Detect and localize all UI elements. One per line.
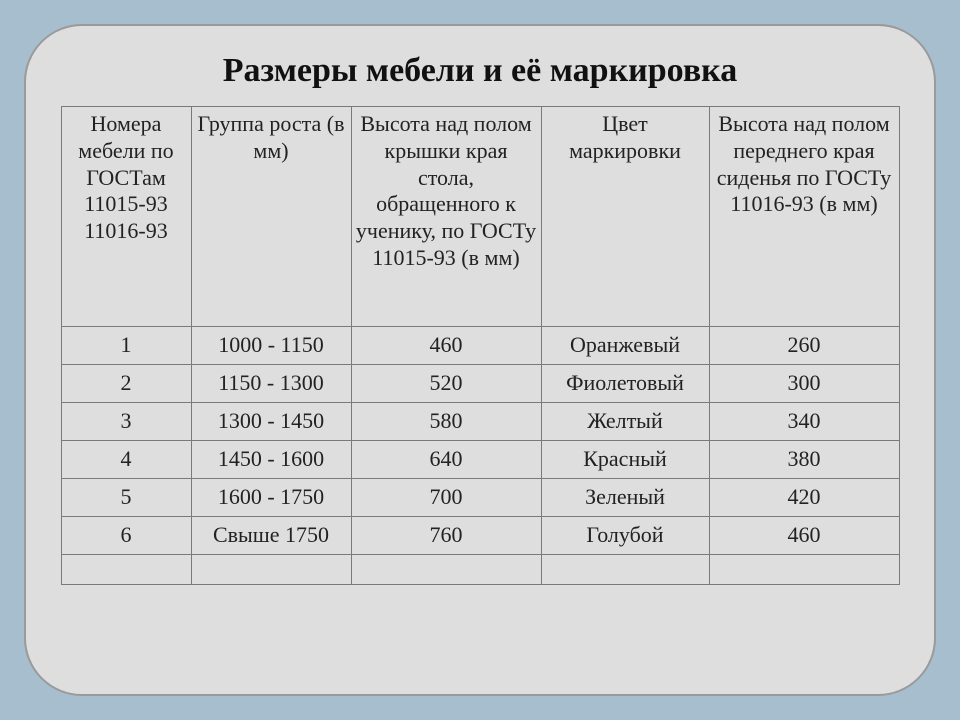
- table-cell: Свыше 1750: [191, 517, 351, 555]
- table-cell: 1: [61, 327, 191, 365]
- table-cell: 5: [61, 479, 191, 517]
- table-row: 6Свыше 1750760Голубой460: [61, 517, 899, 555]
- col-header: Высота над полом переднего края сиденья …: [709, 107, 899, 327]
- col-header: Цвет маркировки: [541, 107, 709, 327]
- col-header: Группа роста (в мм): [191, 107, 351, 327]
- table-header-row: Номера мебели по ГОСТам 11015-93 11016-9…: [61, 107, 899, 327]
- content-panel: Размеры мебели и её маркировка Номера ме…: [24, 24, 936, 696]
- table-cell: Голубой: [541, 517, 709, 555]
- col-header: Номера мебели по ГОСТам 11015-93 11016-9…: [61, 107, 191, 327]
- table-cell: 340: [709, 403, 899, 441]
- table-cell: 1450 - 1600: [191, 441, 351, 479]
- col-header: Высота над полом крышки края стола, обра…: [351, 107, 541, 327]
- table-row: 41450 - 1600640Красный380: [61, 441, 899, 479]
- table-cell: Фиолетовый: [541, 365, 709, 403]
- table-cell: 1000 - 1150: [191, 327, 351, 365]
- table-cell: 3: [61, 403, 191, 441]
- table-cell: 1600 - 1750: [191, 479, 351, 517]
- table-cell: 760: [351, 517, 541, 555]
- table-cell: Оранжевый: [541, 327, 709, 365]
- table-cell: [61, 555, 191, 585]
- table-row: 21150 - 1300520Фиолетовый300: [61, 365, 899, 403]
- table-cell: 300: [709, 365, 899, 403]
- table-cell: 1300 - 1450: [191, 403, 351, 441]
- table-cell: Желтый: [541, 403, 709, 441]
- table-cell: 520: [351, 365, 541, 403]
- table-cell: 2: [61, 365, 191, 403]
- furniture-sizes-table: Номера мебели по ГОСТам 11015-93 11016-9…: [61, 106, 900, 585]
- table-body: 11000 - 1150460Оранжевый26021150 - 13005…: [61, 327, 899, 585]
- table-cell: 460: [351, 327, 541, 365]
- table-cell: Зеленый: [541, 479, 709, 517]
- table-cell: 420: [709, 479, 899, 517]
- table-row: [61, 555, 899, 585]
- table-cell: [191, 555, 351, 585]
- table-cell: Красный: [541, 441, 709, 479]
- table-cell: 4: [61, 441, 191, 479]
- table-cell: 580: [351, 403, 541, 441]
- table-cell: [541, 555, 709, 585]
- table-cell: 260: [709, 327, 899, 365]
- table-row: 51600 - 1750700Зеленый420: [61, 479, 899, 517]
- table-cell: 1150 - 1300: [191, 365, 351, 403]
- table-row: 31300 - 1450580Желтый340: [61, 403, 899, 441]
- table-cell: [351, 555, 541, 585]
- table-cell: 6: [61, 517, 191, 555]
- table-cell: [709, 555, 899, 585]
- table-cell: 640: [351, 441, 541, 479]
- table-cell: 380: [709, 441, 899, 479]
- table-row: 11000 - 1150460Оранжевый260: [61, 327, 899, 365]
- page-title: Размеры мебели и её маркировка: [44, 52, 916, 90]
- table-cell: 700: [351, 479, 541, 517]
- table-cell: 460: [709, 517, 899, 555]
